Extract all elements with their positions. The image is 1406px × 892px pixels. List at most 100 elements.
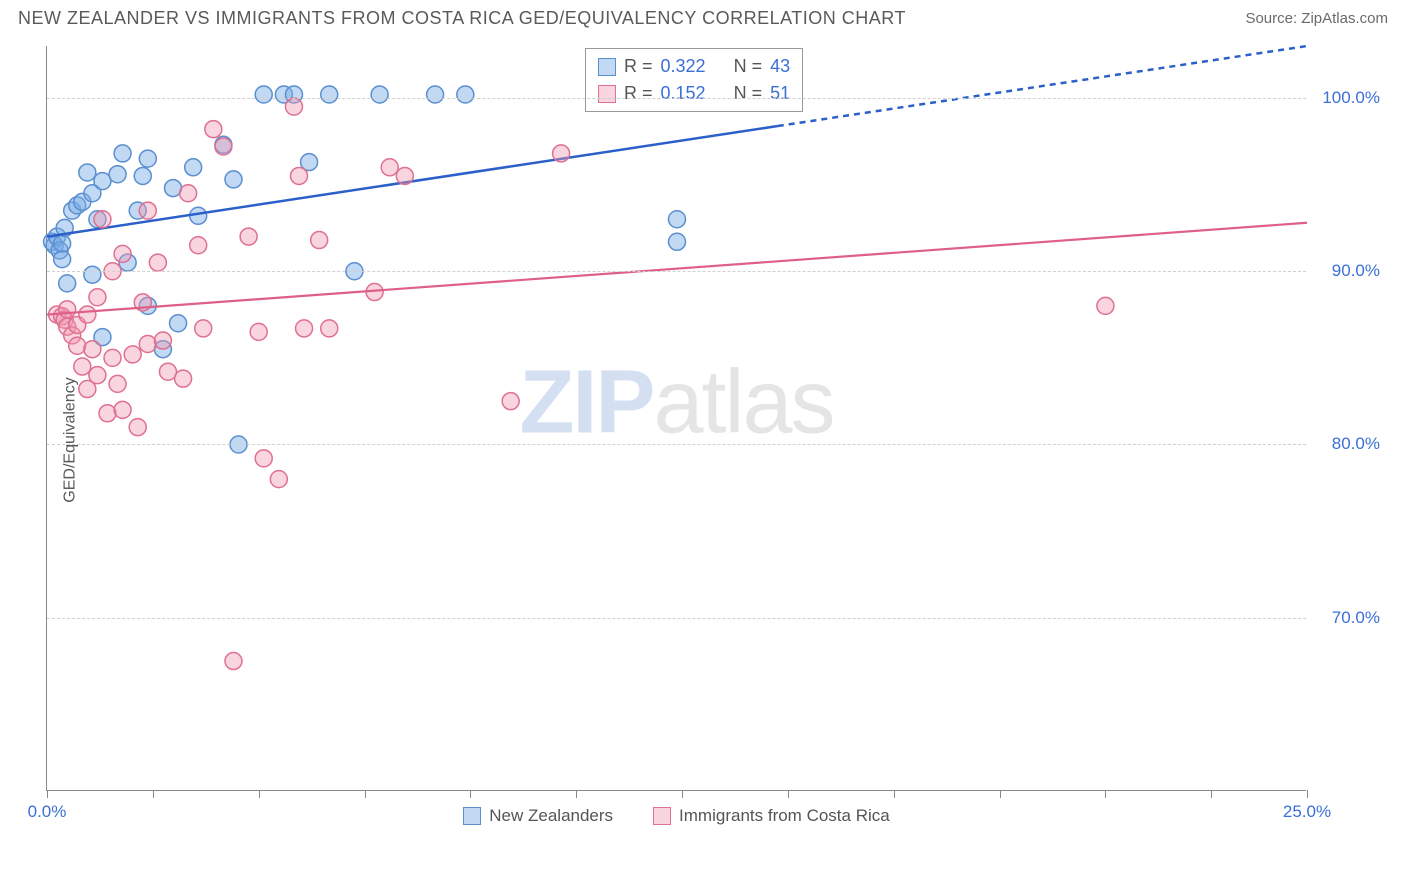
data-point [553, 145, 570, 162]
data-point [139, 336, 156, 353]
data-point [180, 185, 197, 202]
x-tick [1000, 790, 1001, 798]
data-point [109, 375, 126, 392]
y-tick-label: 100.0% [1322, 88, 1380, 108]
x-tick [365, 790, 366, 798]
x-tick [153, 790, 154, 798]
swatch-icon [463, 807, 481, 825]
legend: New Zealanders Immigrants from Costa Rica [47, 806, 1306, 826]
r-value: 0.322 [661, 53, 706, 80]
data-point [381, 159, 398, 176]
data-point [154, 332, 171, 349]
stats-box: R = 0.322 N = 43 R = 0.152 N = 51 [585, 48, 803, 112]
data-point [285, 98, 302, 115]
x-tick [1307, 790, 1308, 798]
data-point [396, 167, 413, 184]
legend-label: Immigrants from Costa Rica [679, 806, 890, 826]
r-label: R = [624, 80, 653, 107]
stats-row: R = 0.322 N = 43 [598, 53, 790, 80]
swatch-icon [598, 85, 616, 103]
data-point [139, 150, 156, 167]
data-point [84, 341, 101, 358]
r-label: R = [624, 53, 653, 80]
legend-item: Immigrants from Costa Rica [653, 806, 890, 826]
data-point [270, 471, 287, 488]
data-point [311, 232, 328, 249]
legend-item: New Zealanders [463, 806, 613, 826]
data-point [321, 86, 338, 103]
gridline [47, 618, 1306, 619]
data-point [99, 405, 116, 422]
data-point [54, 251, 71, 268]
legend-label: New Zealanders [489, 806, 613, 826]
x-tick [576, 790, 577, 798]
data-point [225, 653, 242, 670]
data-point [84, 266, 101, 283]
data-point [669, 233, 686, 250]
data-point [255, 450, 272, 467]
data-point [89, 367, 106, 384]
data-point [69, 337, 86, 354]
x-tick [47, 790, 48, 798]
swatch-icon [598, 58, 616, 76]
n-value: 51 [770, 80, 790, 107]
chart-container: GED/Equivalency ZIPatlas R =0.322N =43R … [46, 46, 1386, 834]
data-point [255, 86, 272, 103]
data-point [457, 86, 474, 103]
data-point [502, 393, 519, 410]
x-tick [682, 790, 683, 798]
data-point [149, 254, 166, 271]
plot-svg [47, 46, 1306, 790]
gridline [47, 98, 1306, 99]
data-point [89, 289, 106, 306]
n-value: 43 [770, 53, 790, 80]
stats-row: R = 0.152 N = 51 [598, 80, 790, 107]
data-point [250, 323, 267, 340]
data-point [139, 202, 156, 219]
data-point [291, 167, 308, 184]
gridline [47, 444, 1306, 445]
data-point [94, 211, 111, 228]
data-point [59, 301, 76, 318]
n-label: N = [734, 80, 763, 107]
data-point [205, 121, 222, 138]
data-point [371, 86, 388, 103]
plot-area: ZIPatlas R =0.322N =43R =0.152N =51 70.0… [46, 46, 1306, 791]
y-tick-label: 90.0% [1332, 261, 1380, 281]
data-point [54, 235, 71, 252]
chart-source: Source: ZipAtlas.com [1245, 10, 1388, 27]
data-point [114, 145, 131, 162]
data-point [321, 320, 338, 337]
chart-title: NEW ZEALANDER VS IMMIGRANTS FROM COSTA R… [18, 8, 906, 29]
data-point [225, 171, 242, 188]
data-point [195, 320, 212, 337]
data-point [170, 315, 187, 332]
data-point [104, 349, 121, 366]
x-tick [259, 790, 260, 798]
data-point [114, 245, 131, 262]
data-point [129, 419, 146, 436]
data-point [124, 346, 141, 363]
n-label: N = [734, 53, 763, 80]
data-point [240, 228, 257, 245]
data-point [74, 358, 91, 375]
data-point [427, 86, 444, 103]
x-tick [788, 790, 789, 798]
data-point [669, 211, 686, 228]
data-point [215, 138, 232, 155]
data-point [1097, 297, 1114, 314]
data-point [296, 320, 313, 337]
y-tick-label: 70.0% [1332, 608, 1380, 628]
y-tick-label: 80.0% [1332, 434, 1380, 454]
trend-line-extrapolated [778, 46, 1307, 126]
swatch-icon [653, 807, 671, 825]
data-point [175, 370, 192, 387]
chart-header: NEW ZEALANDER VS IMMIGRANTS FROM COSTA R… [0, 0, 1406, 33]
data-point [79, 306, 96, 323]
data-point [134, 167, 151, 184]
data-point [114, 401, 131, 418]
data-point [59, 275, 76, 292]
data-point [190, 237, 207, 254]
gridline [47, 271, 1306, 272]
r-value: 0.152 [661, 80, 706, 107]
